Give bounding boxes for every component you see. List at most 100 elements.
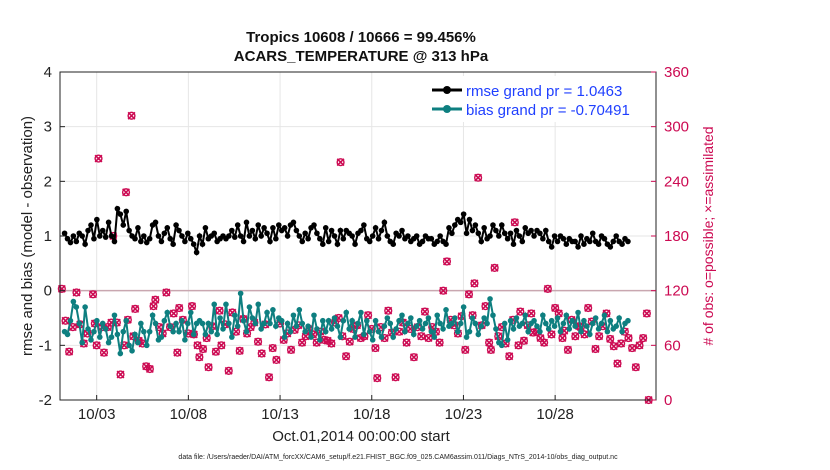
- rmse-point: [296, 233, 303, 239]
- rmse-point: [185, 230, 191, 237]
- footer-note: data file: /Users/raeder/DAI/ATM_forcXX/…: [178, 454, 618, 461]
- rmse-point: [120, 222, 127, 228]
- bias-point: [240, 317, 247, 324]
- rmse-point: [501, 230, 508, 237]
- x-tick-label: 10/18: [353, 406, 391, 423]
- bias-point: [522, 312, 529, 319]
- bias-point: [478, 323, 485, 330]
- rmse-point: [331, 233, 338, 239]
- obs-marker: [116, 370, 125, 379]
- bias-point: [437, 320, 443, 327]
- bias-point: [449, 320, 455, 327]
- obs-marker: [613, 359, 622, 368]
- bias-point: [114, 331, 121, 338]
- bias-point: [405, 320, 411, 327]
- bias-point: [563, 312, 570, 319]
- obs-marker: [490, 263, 499, 272]
- bias-point: [170, 328, 176, 335]
- bias-point: [475, 331, 482, 338]
- rmse-point: [507, 230, 514, 237]
- rmse-point: [466, 216, 473, 223]
- bias-point: [422, 320, 429, 327]
- y-tick-label: 1: [44, 228, 52, 245]
- bias-point: [96, 334, 103, 340]
- bias-point: [105, 339, 112, 346]
- obs-marker: [72, 288, 81, 297]
- bias-point: [487, 296, 493, 302]
- rmse-point: [460, 211, 467, 217]
- rmse-point: [337, 227, 344, 234]
- obs-marker: [464, 290, 474, 299]
- rmse-point: [176, 227, 182, 234]
- rmse-point: [199, 241, 206, 247]
- bias-point: [375, 328, 382, 335]
- obs-marker: [121, 188, 131, 197]
- rmse-point: [563, 241, 570, 247]
- obs-marker: [65, 347, 74, 356]
- rmse-point: [528, 227, 534, 234]
- bias-point: [94, 317, 100, 324]
- bias-point: [64, 331, 71, 338]
- bias-point: [299, 320, 306, 327]
- obs-marker: [547, 330, 556, 339]
- obs-marker: [409, 353, 419, 362]
- x-axis-ticks: 10/03 10/08 10/13 10/18 10/23 10/28: [78, 395, 574, 423]
- obs-marker: [514, 341, 523, 350]
- bias-point: [545, 326, 552, 332]
- y2-tick-label: 360: [664, 64, 689, 81]
- obs-marker: [162, 288, 171, 297]
- obs-marker: [510, 218, 519, 227]
- bias-point: [542, 320, 549, 327]
- rmse-point: [88, 222, 94, 228]
- bias-point: [557, 328, 564, 335]
- bias-point: [346, 326, 352, 332]
- obs-marker: [268, 343, 277, 353]
- bias-point: [607, 317, 614, 324]
- rmse-point: [64, 235, 71, 242]
- obs-marker: [591, 344, 600, 354]
- rmse-point: [105, 219, 112, 226]
- obs-marker: [272, 355, 281, 365]
- rmse-point: [126, 227, 132, 234]
- rmse-point: [270, 225, 276, 231]
- rmse-point: [246, 233, 253, 239]
- obs-marker: [151, 295, 160, 304]
- bias-point: [132, 331, 138, 338]
- y-tick-label: -1: [39, 337, 52, 354]
- obs-marker: [336, 158, 345, 167]
- obs-marker: [88, 290, 98, 299]
- rmse-point: [369, 233, 376, 239]
- bias-point: [578, 328, 584, 335]
- obs-marker: [327, 339, 336, 348]
- rmse-point: [542, 227, 549, 234]
- bias-point: [261, 320, 267, 327]
- bias-point: [152, 320, 159, 327]
- bias-point: [604, 328, 611, 335]
- bias-point: [466, 328, 473, 335]
- legend-box: [424, 76, 652, 122]
- obs-marker: [628, 343, 637, 353]
- rmse-point: [472, 222, 479, 228]
- bias-point: [595, 326, 602, 332]
- obs-marker: [198, 344, 208, 354]
- obs-marker: [563, 345, 573, 354]
- bias-point: [120, 328, 127, 335]
- bias-point: [343, 309, 350, 316]
- rmse-point: [531, 233, 537, 239]
- bias-point: [369, 337, 376, 343]
- bias-point: [416, 317, 423, 324]
- bias-point: [366, 328, 373, 335]
- obs-marker: [474, 173, 483, 182]
- obs-marker: [516, 307, 525, 316]
- legend-bias-label: bias grand pr = -0.70491: [466, 102, 630, 119]
- rmse-point: [349, 233, 355, 239]
- obs-marker: [235, 346, 244, 355]
- rmse-point: [182, 238, 188, 245]
- rmse-point: [132, 235, 138, 242]
- obs-marker: [345, 337, 354, 346]
- rmse-point: [135, 225, 141, 231]
- rmse-point: [548, 244, 555, 250]
- bias-point: [284, 320, 291, 327]
- rmse-point: [498, 222, 505, 228]
- bias-point: [551, 323, 558, 330]
